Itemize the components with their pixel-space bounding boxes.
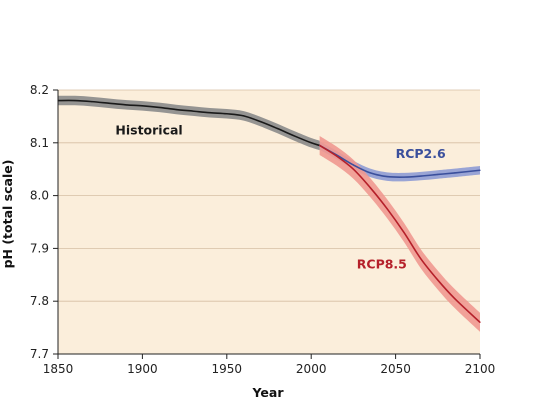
point-historical-1890 bbox=[124, 104, 127, 106]
point-rcp26-2045 bbox=[386, 175, 388, 178]
point-historical-1900 bbox=[141, 105, 143, 107]
plot-background bbox=[58, 90, 480, 354]
series-lines bbox=[57, 99, 481, 323]
point-historical-1980 bbox=[276, 127, 279, 130]
point-historical-1860 bbox=[74, 99, 76, 102]
x-tick-label-1950: 1950 bbox=[212, 362, 243, 376]
point-historical-1960 bbox=[243, 115, 245, 117]
line-rcp26 bbox=[319, 144, 481, 178]
point-rcp26-2055 bbox=[403, 176, 405, 178]
axes: 1850 1900 1950 2000 2050 2100 7.7 7.8 7.9 8.0 8.1 8… bbox=[30, 83, 495, 376]
y-tick-label-8.0: 8.0 bbox=[30, 189, 49, 203]
series-label-historical: Historical bbox=[115, 122, 182, 137]
point-rcp85-2100 bbox=[479, 321, 481, 323]
y-axis-title: pH (total scale) bbox=[0, 160, 15, 269]
y-tick-label-7.7: 7.7 bbox=[30, 347, 49, 361]
point-rcp26-2065 bbox=[420, 175, 422, 177]
point-rcp85-2085 bbox=[454, 297, 456, 300]
x-tick-label-2000: 2000 bbox=[296, 362, 327, 376]
x-axis-title: Year bbox=[252, 385, 285, 400]
point-rcp26-2085 bbox=[454, 172, 456, 174]
y-tick-label-8.1: 8.1 bbox=[30, 136, 49, 150]
point-historical-1970 bbox=[259, 121, 262, 123]
point-historical-1940 bbox=[209, 112, 211, 114]
line-rcp85 bbox=[319, 144, 481, 323]
point-rcp85-2005 bbox=[319, 144, 321, 147]
point-rcp85-2015 bbox=[335, 155, 338, 157]
y-tick-label-7.8: 7.8 bbox=[30, 294, 49, 308]
point-rcp85-2065 bbox=[420, 258, 422, 260]
point-historical-1930 bbox=[192, 110, 194, 112]
point-historical-1990 bbox=[293, 135, 295, 137]
series-label-rcp85: RCP8.5 bbox=[357, 256, 407, 271]
y-tick-label-8.2: 8.2 bbox=[30, 83, 49, 97]
series-label-rcp26: RCP2.6 bbox=[396, 146, 446, 161]
band-historical bbox=[58, 95, 320, 151]
point-historical-1950 bbox=[226, 113, 228, 115]
point-rcp85-2025 bbox=[352, 168, 354, 170]
x-tick-label-1850: 1850 bbox=[43, 362, 74, 376]
point-historical-1870 bbox=[91, 101, 93, 103]
point-rcp85-2045 bbox=[386, 208, 388, 210]
point-rcp85-2035 bbox=[369, 187, 371, 189]
y-tick-label-7.9: 7.9 bbox=[30, 241, 49, 255]
point-historical-2000 bbox=[310, 142, 312, 144]
x-tick-label-2100: 2100 bbox=[465, 362, 496, 376]
point-rcp26-2075 bbox=[437, 173, 439, 176]
point-historical-1880 bbox=[108, 102, 110, 104]
x-tick-label-1900: 1900 bbox=[127, 362, 158, 376]
point-rcp85-2055 bbox=[403, 231, 405, 234]
point-historical-1910 bbox=[158, 106, 160, 109]
gridlines bbox=[58, 89, 480, 302]
point-rcp85-2075 bbox=[437, 279, 439, 281]
point-rcp26-2025 bbox=[352, 164, 354, 166]
x-tick-label-2050: 2050 bbox=[380, 362, 411, 376]
point-rcp26-2035 bbox=[369, 172, 371, 174]
point-rcp26-2100 bbox=[479, 169, 481, 171]
point-historical-1920 bbox=[175, 108, 177, 111]
series-labels: Historical RCP2.6 RCP8.5 bbox=[115, 122, 446, 271]
